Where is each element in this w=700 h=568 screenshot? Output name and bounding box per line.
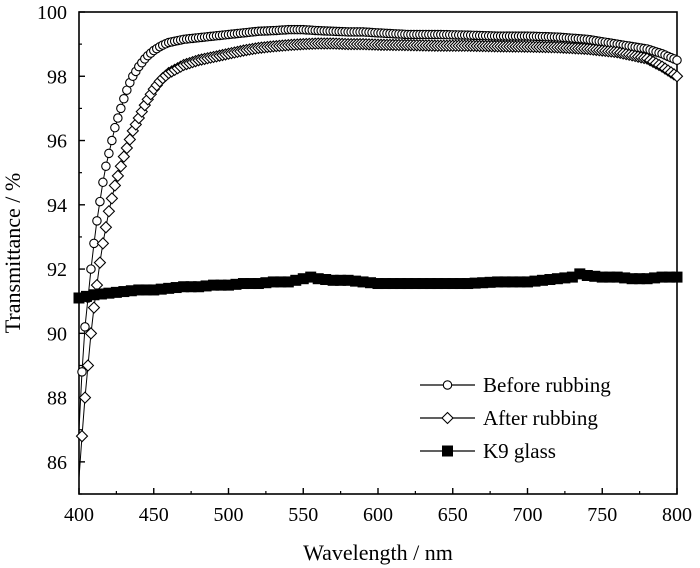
legend: Before rubbing After rubbing K9 glass (420, 373, 611, 463)
legend-item: K9 glass (420, 439, 556, 463)
y-tick-label: 88 (47, 388, 67, 410)
y-tick-label: 96 (47, 131, 67, 153)
data-point (441, 411, 454, 425)
data-point (92, 216, 102, 226)
x-tick-label: 450 (139, 504, 169, 526)
axis-ticks: 400 450 500 550 600 650 700 750 800 86 88 90 92 94 96 9… (37, 2, 692, 526)
series-square (73, 268, 683, 304)
x-tick-label: 750 (587, 504, 617, 526)
data-point (81, 359, 95, 372)
legend-item: After rubbing (420, 406, 598, 430)
data-point (442, 445, 453, 457)
y-tick-label: 94 (47, 195, 67, 217)
x-tick-label: 650 (438, 504, 468, 526)
series-diamond (75, 37, 684, 478)
series-layer (73, 24, 684, 478)
data-point (117, 150, 131, 163)
data-point (77, 367, 87, 377)
data-point (111, 169, 125, 183)
data-point (99, 221, 113, 234)
data-point (108, 179, 122, 192)
data-point (87, 301, 101, 314)
x-tick-label: 550 (288, 504, 318, 526)
y-axis-title: Transmittance / % (0, 173, 25, 334)
data-point (119, 94, 129, 104)
data-point (95, 196, 105, 207)
data-point (442, 380, 453, 390)
data-point (113, 113, 123, 123)
y-tick-label: 86 (47, 452, 67, 474)
data-point (104, 148, 114, 159)
x-tick-label: 800 (662, 504, 692, 526)
data-point (105, 192, 119, 205)
y-tick-label: 90 (47, 323, 67, 345)
legend-label: After rubbing (483, 406, 598, 430)
series-circle (77, 24, 682, 430)
y-tick-label: 92 (47, 259, 67, 281)
data-point (102, 204, 116, 218)
data-point (107, 135, 117, 146)
x-tick-label: 600 (363, 504, 393, 526)
data-point (672, 55, 682, 65)
y-tick-label: 100 (37, 2, 67, 24)
x-tick-label: 700 (513, 504, 543, 526)
x-tick-label: 500 (214, 504, 244, 526)
data-point (84, 327, 98, 340)
data-point (96, 237, 110, 250)
x-axis-title: Wavelength / nm (303, 540, 453, 565)
series-line (78, 29, 678, 430)
data-point (80, 322, 90, 332)
legend-item: Before rubbing (420, 373, 611, 397)
legend-label: K9 glass (483, 439, 556, 463)
data-point (86, 264, 96, 274)
data-point (670, 69, 684, 83)
x-tick-label: 400 (64, 504, 94, 526)
data-point (93, 256, 107, 269)
data-point (114, 159, 128, 173)
data-point (671, 271, 683, 283)
data-point (75, 429, 89, 443)
y-tick-label: 98 (47, 66, 67, 88)
data-point (101, 161, 111, 171)
data-point (116, 103, 126, 114)
data-point (78, 391, 92, 404)
legend-label: Before rubbing (483, 373, 611, 397)
data-point (98, 177, 108, 188)
data-point (110, 122, 120, 133)
